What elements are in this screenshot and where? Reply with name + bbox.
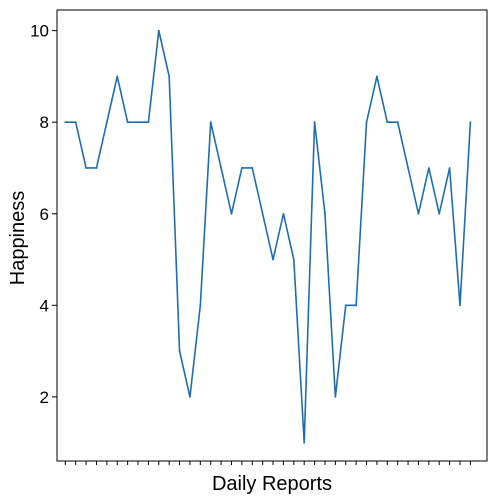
y-tick-label: 10 [30,22,49,41]
y-tick-label: 2 [40,388,49,407]
data-point [324,212,326,215]
y-tick-label: 4 [40,296,49,315]
data-point [147,121,150,124]
data-point [272,258,274,261]
data-point [292,258,295,261]
x-axis-label: Daily Reports [212,473,332,495]
data-point [407,167,409,169]
data-point [95,167,98,169]
data-point [240,167,243,169]
data-point [459,304,461,307]
data-point [282,212,285,215]
data-point [64,121,67,124]
data-point [427,167,430,169]
y-tick-label: 8 [40,113,49,132]
data-point [469,121,472,124]
data-point [396,121,399,124]
data-point [137,121,139,124]
series-line [65,30,472,443]
data-point [178,350,181,353]
data-point [417,212,420,215]
data-point [220,167,223,169]
data-point [105,121,108,124]
data-point [448,167,451,169]
data-point [126,121,129,124]
data-point [189,395,191,398]
data-point [209,121,212,124]
data-point [199,304,202,307]
x-axis [64,461,471,465]
plot-frame [56,9,488,462]
data-point [230,212,233,215]
y-axis: 2 4 6 8 10 [30,22,57,407]
data-point [313,121,316,124]
data-point [116,75,119,78]
series-layer [64,29,472,444]
data-point [438,212,441,215]
data-point [344,304,347,307]
y-axis-label: Happiness [7,191,29,286]
data-point [85,167,87,169]
data-point [334,395,337,398]
data-point [74,121,77,124]
data-point [303,441,306,444]
data-point [365,121,368,124]
data-point [355,304,358,307]
data-point [157,29,160,32]
data-point [261,212,264,215]
y-tick-label: 6 [40,205,49,224]
data-point [168,75,171,78]
data-point [251,167,254,169]
data-point [386,121,389,124]
data-point [376,75,378,78]
